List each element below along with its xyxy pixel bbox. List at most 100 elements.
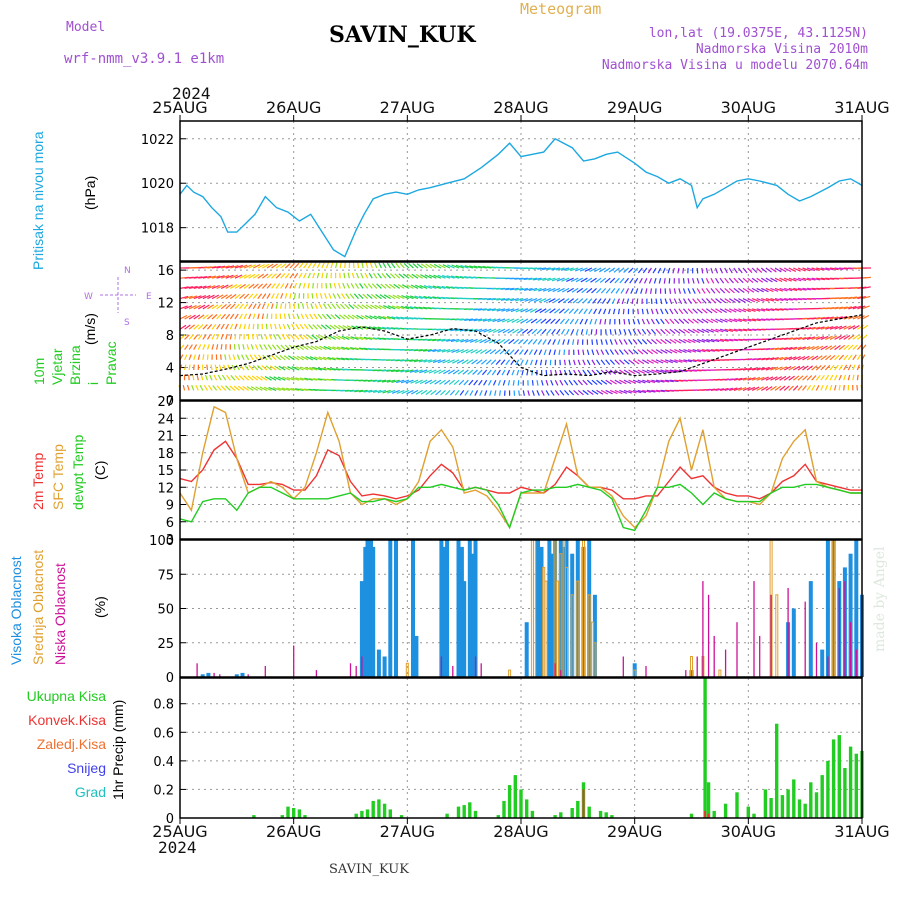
wind-barb	[729, 278, 733, 283]
hail-label: Grad	[75, 784, 106, 800]
wind-barb	[636, 288, 638, 293]
wind-barb	[651, 329, 655, 334]
wind-barb	[578, 360, 580, 365]
wind-barb	[203, 344, 205, 349]
model-name: wrf-nmm_v3.9.1 e1km	[64, 51, 224, 67]
wind-barb	[611, 288, 615, 293]
wind-barb	[221, 344, 222, 349]
conv-precip-label: Konvek.Kisa	[28, 712, 106, 728]
wind-barb	[226, 324, 229, 329]
wind-barb	[274, 334, 277, 339]
wind-barb	[604, 309, 606, 314]
wind-barb	[492, 370, 496, 375]
wind-barb	[299, 263, 303, 268]
wind-barb	[651, 288, 652, 293]
wind-barb	[531, 360, 533, 365]
wind-barb	[670, 288, 671, 293]
wind-barb	[300, 324, 304, 329]
wind-barb	[303, 303, 304, 308]
wind-barb	[285, 283, 288, 288]
high-cloud-bar	[445, 540, 449, 677]
wind-barb	[697, 278, 699, 283]
wind-barb	[590, 319, 592, 324]
wind-barb	[624, 319, 625, 324]
wind-barb	[656, 329, 660, 334]
wind-barb	[562, 329, 565, 334]
wind-barb	[346, 294, 350, 299]
wind-barb	[647, 339, 652, 344]
wind-barb	[583, 360, 585, 365]
wind-barb	[207, 334, 210, 339]
wind-barb	[551, 319, 556, 324]
wind-barb	[539, 350, 541, 355]
wind-barb	[185, 345, 189, 350]
wind-barb	[246, 355, 249, 360]
wind-barb	[253, 304, 256, 309]
y-tick-label: 0	[166, 671, 174, 686]
wind-barb	[549, 350, 551, 355]
frz-precip-label: Zaledj.Kisa	[37, 736, 106, 752]
wind-barb	[607, 299, 610, 304]
wind-barb	[256, 344, 258, 349]
wind-barb	[532, 380, 533, 385]
wind-barb	[189, 365, 190, 370]
wind-barb	[339, 283, 341, 288]
wind-barb	[486, 360, 491, 365]
wind-barb	[638, 339, 642, 344]
wind-barb	[497, 370, 500, 375]
wind-barb	[581, 329, 582, 334]
mid-cloud-label: Srednja Oblacnost	[30, 550, 46, 665]
wind-barb	[610, 339, 612, 344]
wind-barb	[693, 278, 694, 283]
wind-barb	[523, 339, 528, 344]
wind-barb	[455, 390, 459, 395]
wind-barb	[716, 278, 719, 283]
wind-barb	[322, 314, 326, 319]
y-tick-label: 21	[157, 430, 174, 445]
wind-barb	[570, 319, 573, 324]
wind-barb	[460, 390, 464, 395]
wind-barb	[629, 339, 632, 344]
wind-barb	[276, 274, 281, 279]
wind-barb	[574, 309, 578, 314]
wind-barb	[615, 350, 619, 355]
wind-barb	[665, 309, 668, 314]
wind-barb	[319, 304, 322, 309]
wind-barb	[267, 304, 269, 309]
wind-barb	[513, 380, 514, 385]
wind-barb	[620, 278, 624, 283]
wind-barb	[314, 314, 317, 319]
wind-barb	[654, 278, 656, 283]
wind-barb	[299, 283, 301, 288]
wind-barb	[606, 350, 609, 355]
wind-barb	[615, 339, 617, 344]
wind-barb	[194, 335, 198, 340]
wind-barb	[615, 360, 620, 365]
wind-barb	[194, 345, 197, 350]
wind-barb	[266, 324, 267, 329]
wind-barb	[218, 375, 221, 380]
mid-cloud-bar	[556, 581, 558, 677]
wind-barb	[229, 355, 230, 360]
wind-barb	[560, 390, 564, 395]
date-tick-label-top: 28AUG	[493, 98, 548, 117]
wind-barb	[253, 294, 257, 299]
wind-barb	[669, 278, 670, 283]
wind-barb	[546, 319, 551, 324]
wind-barb	[565, 319, 569, 324]
wind-barb	[500, 390, 501, 395]
wind-barb	[247, 344, 249, 349]
wind-barb	[683, 309, 687, 314]
low-cloud-label: Niska Oblacnost	[52, 563, 68, 665]
total-precip-bar	[571, 808, 574, 818]
year-bottom: 2024	[158, 838, 197, 857]
wind-barb	[236, 365, 239, 370]
wind-barb	[619, 329, 621, 334]
date-tick-label-top: 29AUG	[607, 98, 662, 117]
wind-barb	[210, 375, 212, 380]
wind-barb	[568, 339, 569, 344]
wind-barb	[830, 385, 832, 390]
wind-barb	[679, 319, 684, 324]
wind-barb	[392, 263, 396, 268]
total-precip-bar	[781, 795, 784, 818]
